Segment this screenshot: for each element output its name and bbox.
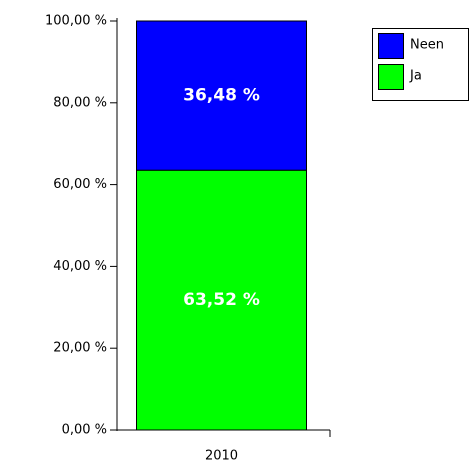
value-label: 63,52 % xyxy=(183,290,260,310)
y-tick-label: 0,00 % xyxy=(62,423,107,438)
y-tick-label: 100,00 % xyxy=(45,14,107,29)
y-tick-label: 80,00 % xyxy=(53,95,107,110)
legend-label: Ja xyxy=(409,69,422,84)
legend-swatch xyxy=(378,64,404,90)
bar-segment xyxy=(136,20,307,171)
y-tick-label: 40,00 % xyxy=(53,259,107,274)
legend-swatch xyxy=(378,33,404,59)
bar-segment xyxy=(136,169,307,431)
x-tick-label: 2010 xyxy=(205,449,238,464)
y-tick-label: 20,00 % xyxy=(53,341,107,356)
legend-label: Neen xyxy=(410,38,444,53)
y-tick-label: 60,00 % xyxy=(53,177,107,192)
value-label: 36,48 % xyxy=(183,86,260,106)
